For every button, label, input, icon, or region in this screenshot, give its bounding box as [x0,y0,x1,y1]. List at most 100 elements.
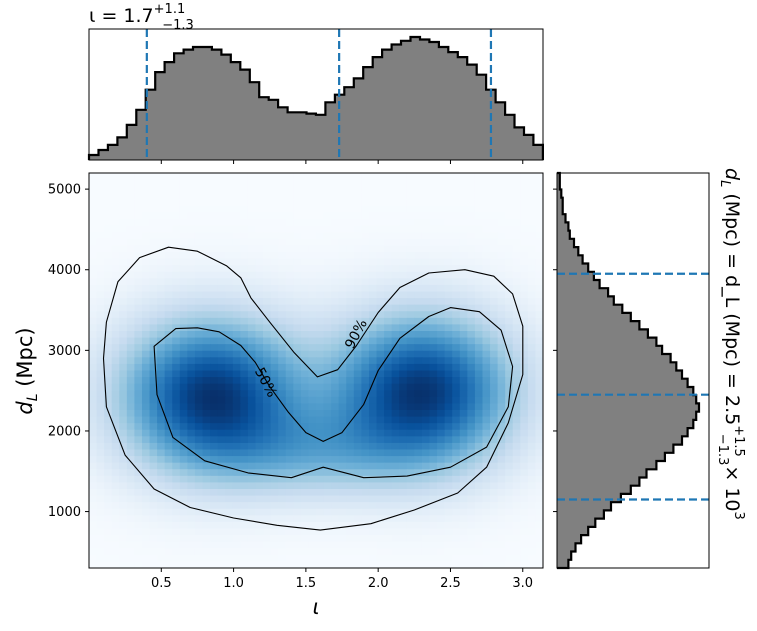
heatmap-cell [247,390,257,398]
heatmap-cell [247,212,257,220]
heatmap-cell [414,331,423,339]
heatmap-cell [346,561,355,568]
heatmap-cell [459,337,468,345]
heatmap-cell [474,238,484,247]
heatmap-cell [384,363,393,372]
heatmap-cell [202,475,211,484]
heatmap-cell [391,528,400,536]
heatmap-cell [157,324,166,332]
heatmap-cell [164,317,173,326]
heatmap-cell [353,298,362,306]
heatmap-cell [368,541,378,549]
heatmap-cell [399,219,408,227]
heatmap-cell [187,344,196,352]
heatmap-cell [270,271,279,279]
heatmap-cell [134,528,143,536]
heatmap-cell [391,383,400,391]
heatmap-cell [346,212,355,220]
heatmap-cell [505,462,514,470]
heatmap-cell [89,449,98,457]
heatmap-cell [172,515,181,523]
heatmap-cell [194,271,204,279]
heatmap-cell [353,271,362,279]
heatmap-cell [104,199,113,207]
heatmap-cell [179,225,188,233]
heatmap-cell [346,383,355,391]
heatmap-cell [89,271,98,279]
heatmap-cell [157,298,166,306]
heatmap-cell [535,541,543,549]
heatmap-cell [459,475,468,484]
heatmap-cell [96,521,105,530]
heatmap-cell [421,357,431,365]
heatmap-cell [361,278,370,286]
heatmap-cell [535,350,543,358]
heatmap-cell [285,482,294,490]
heatmap-cell [467,225,476,233]
heatmap-cell [384,324,393,332]
heatmap-cell [452,528,461,536]
heatmap-cell [338,344,347,352]
heatmap-cell [240,535,249,543]
heatmap-cell [512,357,521,365]
heatmap-cell [278,436,287,444]
heatmap-cell [459,436,468,444]
heatmap-cell [474,173,484,181]
heatmap-cell [308,495,317,503]
heatmap-cell [89,344,98,352]
heatmap-cell [202,541,211,549]
heatmap-cell [520,469,529,477]
heatmap-cell [157,311,166,319]
heatmap-cell [210,337,219,345]
heatmap-cell [474,403,484,411]
heatmap-cell [134,291,143,299]
heatmap-cell [429,436,438,444]
heatmap-cell [308,554,317,563]
heatmap-cell [202,271,211,279]
heatmap-cell [111,475,120,484]
heatmap-cell [316,317,325,326]
heatmap-cell [459,442,468,451]
heatmap-cell [278,370,287,378]
heatmap-cell [376,554,385,563]
heatmap-cell [194,390,204,398]
heatmap-cell [452,456,461,464]
heatmap-cell [376,186,385,194]
heatmap-cell [376,489,385,497]
heatmap-cell [278,331,287,339]
heatmap-cell [300,383,310,391]
heatmap-cell [346,410,355,418]
heatmap-cell [535,357,543,365]
heatmap-cell [278,456,287,464]
heatmap-cell [384,475,393,484]
heatmap-cell [134,416,143,424]
histogram-bar [183,49,194,160]
heatmap-cell [316,528,325,536]
heatmap-cell [89,357,98,365]
heatmap-cell [520,456,529,464]
heatmap-cell [232,284,241,293]
heatmap-cell [467,410,476,418]
heatmap-cell [255,410,264,418]
heatmap-cell [96,238,105,247]
heatmap-cell [111,199,120,207]
heatmap-cell [217,377,226,385]
heatmap-cell [308,219,317,227]
heatmap-cell [247,186,257,194]
heatmap-cell [467,192,476,200]
heatmap-cell [497,298,506,306]
heatmap-cell [452,291,461,299]
heatmap-cell [414,311,423,319]
heatmap-cell [361,535,370,543]
heatmap-cell [119,205,128,214]
heatmap-cell [331,173,340,181]
heatmap-cell [210,324,219,332]
heatmap-cell [444,436,453,444]
heatmap-cell [111,331,120,339]
heatmap-cell [361,219,370,227]
heatmap-cell [134,482,143,490]
heatmap-cell [353,429,362,437]
heatmap-cell [497,462,506,470]
heatmap-cell [474,192,484,200]
heatmap-cell [300,502,310,510]
